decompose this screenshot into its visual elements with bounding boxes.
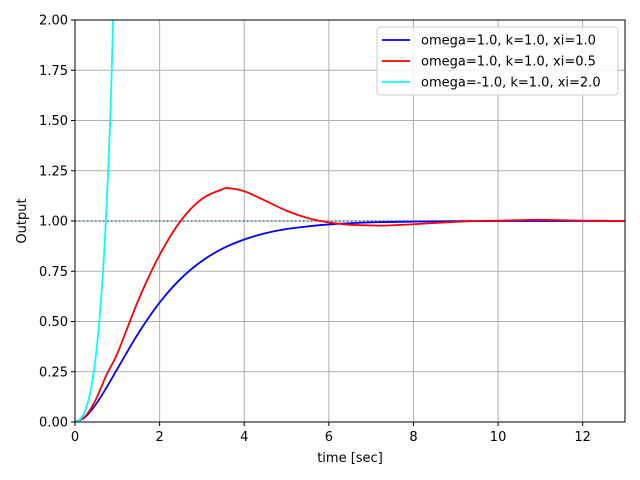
y-tick-label: 0.00 [39,416,68,431]
legend-label-2: omega=1.0, k=1.0, xi=0.5 [421,55,596,70]
legend-label-3: omega=-1.0, k=1.0, xi=2.0 [421,76,601,91]
legend: omega=1.0, k=1.0, xi=1.0 omega=1.0, k=1.0… [376,26,619,96]
y-tick-label: 0.50 [39,315,68,330]
x-tick-label: 10 [490,430,507,445]
legend-label-1: omega=1.0, k=1.0, xi=1.0 [421,34,596,49]
x-tick-label: 8 [409,430,417,445]
series-group [75,20,625,422]
x-tick-label: 4 [240,430,248,445]
x-axis: 0 2 4 6 8 10 12 [71,422,591,445]
y-tick-label: 1.00 [39,215,68,230]
y-tick-label: 1.50 [39,114,68,129]
y-tick-label: 2.00 [39,14,68,29]
y-tick-label: 0.75 [39,265,68,280]
y-tick-label: 1.75 [39,64,68,79]
y-tick-label: 1.25 [39,164,68,179]
x-tick-label: 6 [325,430,333,445]
y-tick-label: 0.25 [39,365,68,380]
x-tick-label: 2 [155,430,163,445]
legend-box [376,26,619,96]
y-axis: 0.00 0.25 0.50 0.75 1.00 1.25 1.50 1.75 2.00 [39,14,75,431]
y-axis-label: Output [15,198,30,243]
series-line-2 [75,186,625,422]
series-line-3 [75,20,114,422]
x-tick-label: 0 [71,430,79,445]
x-tick-label: 12 [574,430,591,445]
x-axis-label: time [sec] [317,451,383,466]
